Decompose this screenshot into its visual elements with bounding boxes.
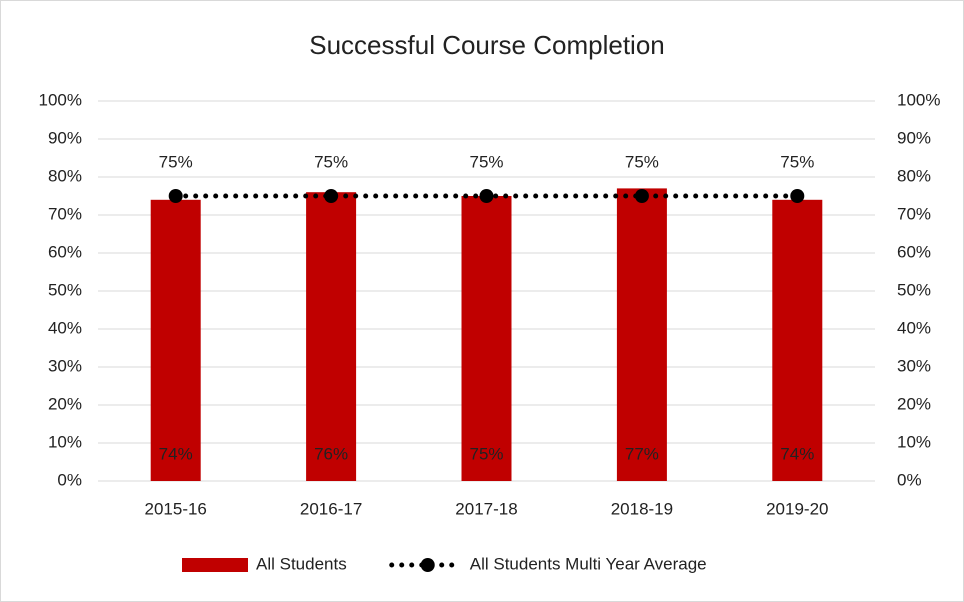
y-tick-label: 80% bbox=[48, 166, 82, 185]
y-tick-label: 0% bbox=[57, 470, 82, 489]
bar bbox=[306, 192, 357, 481]
x-tick-label: 2019-20 bbox=[766, 499, 828, 518]
bar bbox=[150, 199, 201, 482]
legend-label: All Students bbox=[256, 554, 347, 573]
line-marker bbox=[324, 189, 339, 203]
y2-tick-label: 60% bbox=[897, 242, 931, 261]
y-tick-label: 90% bbox=[48, 128, 82, 147]
y-tick-label: 50% bbox=[48, 280, 82, 299]
line-marker bbox=[634, 189, 649, 203]
bar-value-label: 75% bbox=[469, 444, 503, 463]
bar bbox=[616, 188, 667, 481]
y-tick-label: 10% bbox=[48, 432, 82, 451]
chart-title: Successful Course Completion bbox=[309, 30, 665, 60]
bar-value-label: 74% bbox=[780, 444, 814, 463]
y2-tick-label: 20% bbox=[897, 394, 931, 413]
line-value-label: 75% bbox=[780, 152, 814, 171]
x-tick-label: 2017-18 bbox=[455, 499, 517, 518]
bar-value-label: 77% bbox=[625, 444, 659, 463]
y2-tick-label: 100% bbox=[897, 90, 940, 109]
legend-label: All Students Multi Year Average bbox=[470, 554, 707, 573]
line-value-label: 75% bbox=[159, 152, 193, 171]
y2-tick-label: 0% bbox=[897, 470, 922, 489]
line-value-label: 75% bbox=[625, 152, 659, 171]
line-marker bbox=[479, 189, 494, 203]
y-tick-label: 60% bbox=[48, 242, 82, 261]
y2-tick-label: 10% bbox=[897, 432, 931, 451]
y2-tick-label: 30% bbox=[897, 356, 931, 375]
y-tick-label: 30% bbox=[48, 356, 82, 375]
y-tick-label: 40% bbox=[48, 318, 82, 337]
x-tick-label: 2015-16 bbox=[145, 499, 207, 518]
legend-marker bbox=[420, 558, 435, 572]
x-tick-label: 2018-19 bbox=[611, 499, 673, 518]
y2-tick-label: 50% bbox=[897, 280, 931, 299]
line-value-label: 75% bbox=[314, 152, 348, 171]
y2-tick-label: 90% bbox=[897, 128, 931, 147]
bar bbox=[461, 196, 512, 481]
x-tick-label: 2016-17 bbox=[300, 499, 362, 518]
legend-swatch bbox=[182, 558, 248, 572]
y2-tick-label: 40% bbox=[897, 318, 931, 337]
y2-tick-label: 80% bbox=[897, 166, 931, 185]
y-tick-label: 70% bbox=[48, 204, 82, 223]
line-marker bbox=[790, 189, 805, 203]
bar-value-label: 74% bbox=[159, 444, 193, 463]
y-tick-label: 100% bbox=[39, 90, 82, 109]
line-marker bbox=[168, 189, 183, 203]
line-value-label: 75% bbox=[469, 152, 503, 171]
bar bbox=[772, 199, 823, 482]
y2-tick-label: 70% bbox=[897, 204, 931, 223]
bar-value-label: 76% bbox=[314, 444, 348, 463]
y-tick-label: 20% bbox=[48, 394, 82, 413]
